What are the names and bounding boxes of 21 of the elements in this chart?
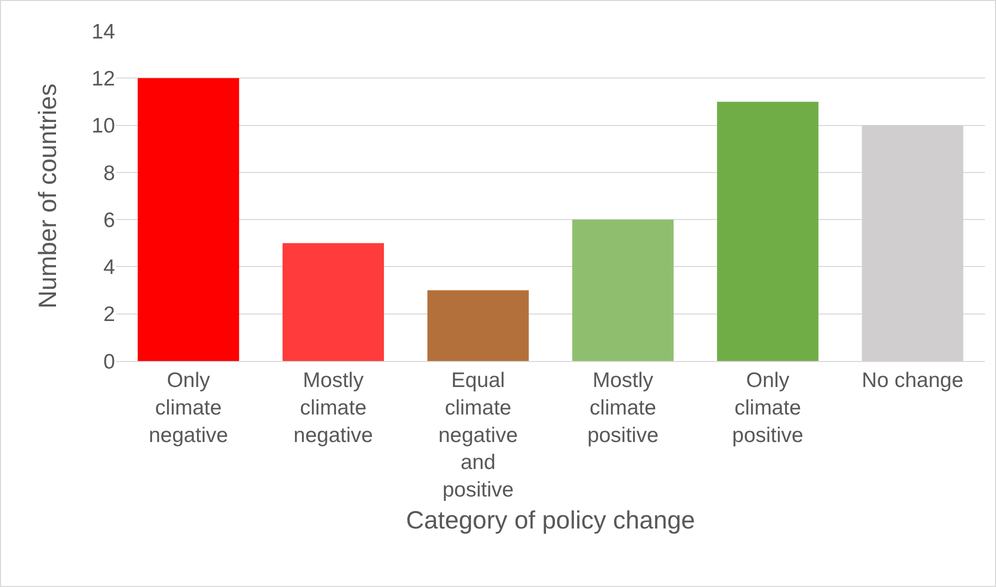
- x-tick-label: Equal climate negative and positive: [438, 369, 518, 502]
- y-tick-label: 12: [92, 67, 115, 90]
- y-tick-label: 4: [103, 256, 116, 280]
- x-tick-label: Only climate negative: [148, 369, 228, 447]
- y-tick-label: 6: [103, 208, 115, 232]
- x-axis-title: Category of policy change: [406, 506, 696, 534]
- y-tick-label: 14: [92, 20, 116, 44]
- x-tick-label: Mostly climate positive: [587, 369, 659, 447]
- bar: [717, 102, 818, 361]
- y-tick-label: 10: [92, 114, 115, 138]
- x-tick-label: Only climate positive: [732, 369, 804, 447]
- y-tick-label: 2: [103, 303, 115, 326]
- bar: [572, 220, 674, 361]
- y-tick-label: 8: [103, 162, 115, 185]
- bar: [282, 243, 384, 361]
- x-tick-label: No change: [862, 369, 964, 392]
- bar: [138, 78, 240, 361]
- x-tick-label: Mostly climate negative: [294, 369, 373, 447]
- y-tick-label: 0: [103, 350, 115, 374]
- bar: [427, 290, 529, 361]
- y-axis-title: Number of countries: [34, 83, 62, 309]
